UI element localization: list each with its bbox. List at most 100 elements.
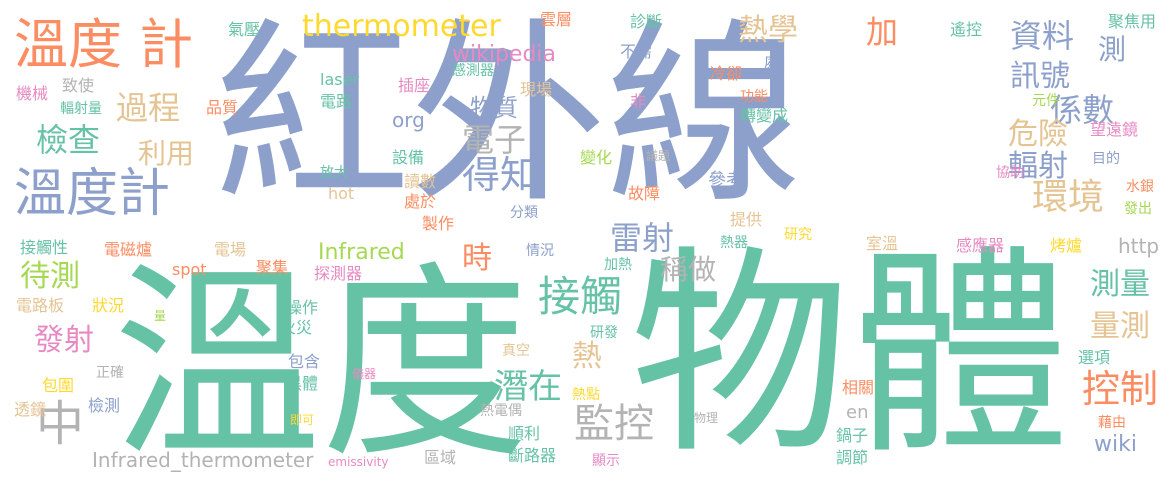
word-guozi: 鍋子: [836, 428, 868, 444]
word-wendu-ji: 溫度 計: [14, 18, 193, 72]
word-xianchang: 現場: [520, 82, 552, 98]
word-zhizuo: 製作: [422, 216, 454, 232]
word-leishe: 雷射: [610, 222, 674, 254]
word-wendu: 溫度: [113, 262, 529, 470]
word-guzhang: 故障: [628, 186, 660, 202]
word-caozuo: 操作: [286, 300, 318, 316]
word-dezhi: 得知: [462, 156, 538, 194]
word-baowei: 包圍: [42, 378, 74, 394]
word-spot: spot: [172, 262, 207, 278]
word-zhuangkuang: 狀況: [92, 298, 124, 314]
word-duanluqi: 斷路器: [508, 448, 556, 464]
word-buxu: 不需: [620, 44, 652, 60]
word-redianou: 熱電偶: [480, 404, 522, 418]
word-pinzhi: 品質: [206, 100, 238, 116]
word-tigong: 提供: [730, 212, 762, 228]
word-ganceqi: 感測器: [452, 64, 494, 78]
word-zhuanbiancheng: 轉變成: [740, 108, 788, 124]
word-jiechu: 接觸: [538, 276, 622, 318]
word-liangce: 量測: [1090, 312, 1150, 342]
word-jieyou: 藉由: [1098, 416, 1126, 430]
word-baohan: 包含: [288, 354, 320, 370]
word-dianchang: 電場: [214, 242, 246, 258]
word-yiti: 議題: [646, 150, 670, 162]
word-xiangguan: 相關: [842, 380, 874, 396]
word-wuzhi: 物質: [470, 96, 518, 120]
word-cankao: 參考: [708, 172, 744, 190]
word-mudi: 目的: [1092, 152, 1120, 166]
word-chu: 處: [764, 54, 780, 70]
word-xianshi: 顯示: [592, 454, 620, 468]
word-thermometer: thermometer: [302, 12, 501, 42]
word-toujing: 透鏡: [14, 402, 46, 418]
word-celiang: 測量: [1090, 270, 1150, 300]
word-chengzuo: 稱做: [660, 256, 716, 284]
word-dushu: 讀數: [404, 174, 436, 190]
word-qingkuang: 情況: [526, 244, 554, 258]
word-zhengque: 正確: [96, 366, 124, 380]
word-chazuo: 插座: [398, 78, 430, 94]
word-jujiaoyong: 聚焦用: [1108, 14, 1156, 30]
word-liyong: 利用: [138, 140, 194, 168]
word-yiqi: 儀器: [352, 368, 376, 380]
word-kaolu: 烤爐: [1050, 238, 1082, 254]
word-ganyingqi: 感應器: [956, 238, 1004, 254]
word-jixie: 機械: [16, 86, 48, 102]
word-jiancha: 檢查: [36, 124, 100, 156]
word-jiechuxing: 接觸性: [20, 240, 68, 256]
word-en: en: [846, 404, 868, 422]
word-lengque: 冷卻: [710, 66, 742, 82]
word-daice: 待測: [20, 262, 80, 292]
word-yuanjian: 元件: [1032, 94, 1060, 108]
word-shiwen: 室溫: [866, 236, 898, 252]
word-jia: 加: [866, 16, 898, 48]
word-xunhao: 訊號: [1010, 62, 1070, 92]
word-fusheliang: 輻射量: [60, 102, 102, 116]
word-kongzhi: 控制: [1082, 370, 1158, 408]
word-zhenkong: 真空: [502, 344, 530, 358]
word-heiti: 黑體: [286, 376, 318, 392]
word-jiankong: 監控: [574, 404, 654, 444]
word-zhenduan: 診斷: [630, 14, 662, 30]
word-http: http: [1118, 236, 1159, 256]
word-dianluban: 電路板: [16, 298, 64, 314]
word-yanjiu: 研究: [784, 228, 812, 242]
word-reqi: 熱器: [720, 236, 748, 250]
word-diancilu: 電磁爐: [104, 242, 152, 258]
word-shi: 時: [462, 244, 492, 274]
word-bianhua: 變化: [580, 150, 612, 166]
word-gongneng: 功能: [740, 90, 768, 104]
word-qianzai: 潛在: [494, 370, 562, 404]
word-weixian: 危險: [1008, 120, 1068, 150]
word-dianzi: 電子: [462, 124, 526, 156]
word-wenduji: 溫度計: [14, 168, 170, 220]
word-liang: 量: [154, 310, 166, 322]
word-tanceqi: 探測器: [314, 266, 362, 282]
word-shunli: 順利: [508, 426, 540, 442]
word-quyu: 區域: [424, 450, 456, 466]
word-yunceng: 雲層: [540, 12, 572, 28]
word-laser: laser: [320, 72, 359, 88]
word-org: org: [392, 110, 425, 130]
word-huanjing: 環境: [1032, 180, 1104, 216]
word-qiya: 氣壓: [228, 22, 260, 38]
word-wiki: wiki: [1094, 434, 1137, 456]
word-tiaojie: 調節: [836, 450, 868, 466]
word-juji: 聚集: [256, 260, 288, 276]
word-jiare: 加熱: [604, 258, 632, 272]
word-hot: hot: [328, 186, 354, 202]
word-ziliao: 資料: [1010, 20, 1074, 52]
word-wangyuanjing: 望遠鏡: [1090, 122, 1138, 138]
word-infrared: Infrared: [318, 242, 405, 264]
word-guocheng: 過程: [116, 92, 180, 124]
word-redian: 熱點: [572, 388, 600, 402]
word-xuanxiang: 選項: [1078, 350, 1110, 366]
word-yanfa: 研發: [590, 326, 618, 340]
word-fenlei: 分類: [510, 206, 538, 220]
word-xiezhu: 協助: [996, 166, 1024, 180]
word-fei: 非: [630, 94, 646, 110]
word-yaokong: 遙控: [950, 22, 982, 38]
word-emissivity: emissivity: [328, 456, 389, 468]
word-jiance: 檢測: [88, 398, 120, 414]
